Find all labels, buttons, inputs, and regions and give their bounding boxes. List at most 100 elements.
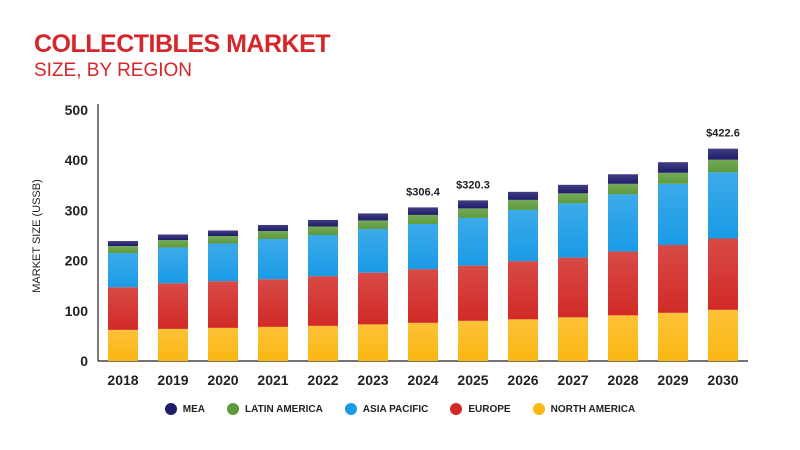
bar-segment-north-america bbox=[558, 317, 588, 361]
legend-swatch-north-america bbox=[532, 403, 545, 415]
x-tick-label: 2027 bbox=[557, 372, 588, 388]
x-tick-label: 2030 bbox=[707, 372, 738, 388]
legend-item-north-america: NORTH AMERICA bbox=[532, 403, 636, 415]
bar-segment-europe bbox=[708, 238, 738, 310]
bar-segment-europe bbox=[208, 281, 238, 328]
bar-segment-north-america bbox=[608, 315, 638, 361]
bar-segment-europe bbox=[458, 265, 488, 321]
bar-segment-mea bbox=[458, 200, 488, 209]
bar-segment-latin-america bbox=[108, 246, 138, 254]
bar-segment-mea bbox=[158, 234, 188, 241]
bar-segment-north-america bbox=[158, 328, 188, 361]
bar-segment-latin-america bbox=[358, 220, 388, 229]
legend-swatch-asia-pacific bbox=[344, 403, 357, 415]
bar-segment-latin-america bbox=[658, 172, 688, 184]
x-tick-label: 2023 bbox=[357, 372, 388, 388]
bar-segment-mea bbox=[508, 191, 538, 200]
data-label-total: $306.4 bbox=[406, 186, 441, 198]
x-tick-label: 2021 bbox=[257, 372, 288, 388]
bar-segment-north-america bbox=[108, 329, 138, 361]
bar-segment-europe bbox=[558, 257, 588, 318]
y-tick-label: 400 bbox=[65, 152, 89, 168]
bar-segment-asia-pacific bbox=[458, 217, 488, 266]
y-axis-title: MARKET SIZE (USSB) bbox=[31, 179, 43, 292]
bar-segment-latin-america bbox=[508, 199, 538, 210]
bar-segment-mea bbox=[408, 207, 438, 215]
bar-segment-latin-america bbox=[208, 236, 238, 244]
bar-segment-latin-america bbox=[158, 240, 188, 248]
legend-item-europe: EUROPE bbox=[450, 403, 511, 415]
chart-subtitle: SIZE, BY REGION bbox=[34, 60, 193, 81]
bar-segment-mea bbox=[558, 184, 588, 194]
bar-segment-asia-pacific bbox=[658, 183, 688, 246]
data-label-total: $320.3 bbox=[456, 179, 490, 191]
bar-segment-asia-pacific bbox=[508, 209, 538, 262]
bar-segment-north-america bbox=[408, 322, 438, 361]
bar-segment-north-america bbox=[258, 326, 288, 361]
bar-segment-europe bbox=[158, 283, 188, 329]
bar-segment-north-america bbox=[458, 320, 488, 361]
bar-segment-mea bbox=[108, 241, 138, 247]
bar-segment-mea bbox=[708, 148, 738, 160]
legend-swatch-mea bbox=[164, 403, 177, 415]
bar-segment-north-america bbox=[508, 319, 538, 361]
bar-segment-europe bbox=[258, 279, 288, 327]
x-tick-label: 2026 bbox=[507, 372, 538, 388]
x-tick-label: 2024 bbox=[407, 372, 438, 388]
bar-segment-mea bbox=[358, 213, 388, 221]
legend-item-mea: MEA bbox=[164, 403, 206, 415]
legend-item-latin-america: LATIN AMERICA bbox=[227, 403, 323, 415]
stacked-bar-chart: MARKET SIZE (USSB) 0 100 200 300 400 500 2018 20… bbox=[31, 102, 748, 388]
x-tick-label: 2018 bbox=[107, 372, 138, 388]
data-label-total: $422.6 bbox=[706, 128, 740, 140]
bar-segment-mea bbox=[258, 224, 288, 231]
x-tick-label: 2019 bbox=[157, 372, 188, 388]
bar-segment-latin-america bbox=[308, 226, 338, 235]
bar-segment-latin-america bbox=[258, 230, 288, 240]
bar-segment-asia-pacific bbox=[258, 239, 288, 280]
bar-segment-mea bbox=[658, 162, 688, 173]
bar-segment-north-america bbox=[308, 325, 338, 361]
x-tick-label: 2020 bbox=[207, 372, 238, 388]
bar-segment-north-america bbox=[358, 324, 388, 361]
bar-segment-europe bbox=[658, 245, 688, 313]
legend-label-latin-america: LATIN AMERICA bbox=[245, 403, 323, 415]
bar-segment-asia-pacific bbox=[558, 203, 588, 258]
legend-label-north-america: NORTH AMERICA bbox=[550, 403, 636, 415]
bar-segment-asia-pacific bbox=[358, 228, 388, 273]
legend-label-mea: MEA bbox=[182, 403, 206, 415]
y-tick-label: 500 bbox=[65, 102, 89, 118]
bar-segment-latin-america bbox=[408, 214, 438, 224]
legend-label-asia-pacific: ASIA PACIFIC bbox=[362, 403, 429, 415]
legend-swatch-europe bbox=[450, 403, 463, 415]
bar-segment-asia-pacific bbox=[408, 223, 438, 270]
x-tick-label: 2028 bbox=[607, 372, 638, 388]
bar-segment-latin-america bbox=[558, 193, 588, 204]
bar-segment-asia-pacific bbox=[608, 194, 638, 252]
chart-legend: MEA LATIN AMERICA ASIA PACIFIC EUROPE NO… bbox=[0, 403, 800, 415]
bar-segment-asia-pacific bbox=[308, 234, 338, 277]
x-tick-label: 2029 bbox=[657, 372, 688, 388]
y-tick-label: 300 bbox=[65, 202, 89, 218]
bar-segment-latin-america bbox=[608, 183, 638, 195]
bar-segment-mea bbox=[308, 219, 338, 227]
bar-segment-asia-pacific bbox=[208, 243, 238, 282]
x-tick-label: 2022 bbox=[307, 372, 338, 388]
bar-segment-europe bbox=[358, 272, 388, 325]
bar-segment-mea bbox=[608, 174, 638, 184]
x-tick-label: 2025 bbox=[457, 372, 488, 388]
bar-segment-europe bbox=[408, 269, 438, 323]
bar-segment-asia-pacific bbox=[158, 247, 188, 284]
bar-segment-latin-america bbox=[458, 208, 488, 218]
legend-swatch-latin-america bbox=[227, 403, 240, 415]
bar-segment-europe bbox=[108, 287, 138, 330]
chart-title: COLLECTIBLES MARKET bbox=[34, 30, 331, 58]
bar-segment-mea bbox=[208, 230, 238, 237]
bar-segment-north-america bbox=[658, 312, 688, 361]
bar-segment-north-america bbox=[708, 309, 738, 361]
legend-label-europe: EUROPE bbox=[468, 403, 511, 415]
y-tick-label: 200 bbox=[65, 253, 89, 269]
y-tick-label: 0 bbox=[80, 353, 88, 369]
y-tick-label: 100 bbox=[65, 303, 89, 319]
bar-segment-asia-pacific bbox=[708, 172, 738, 239]
